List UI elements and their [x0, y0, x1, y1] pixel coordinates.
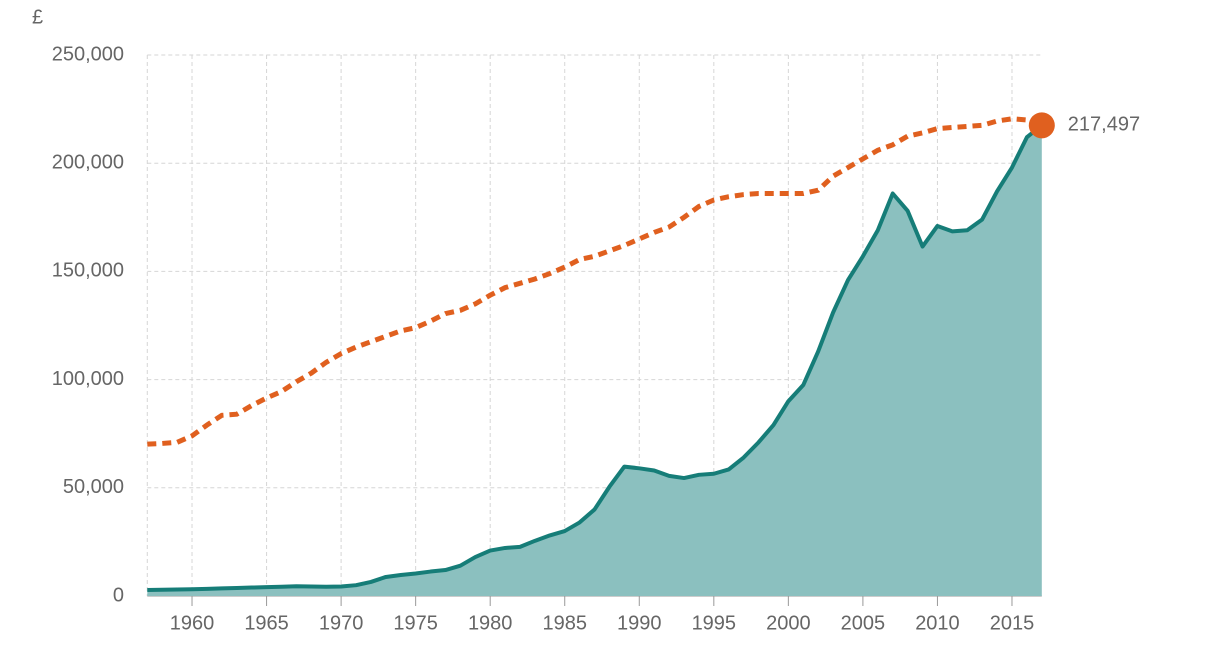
- x-tick-label: 1960: [170, 612, 215, 634]
- y-tick-label: 0: [113, 584, 124, 606]
- area: [147, 125, 1042, 597]
- line: [147, 123, 1044, 592]
- y-tick-label: 50,000: [63, 476, 124, 498]
- y-tick-label: 150,000: [52, 260, 124, 282]
- x-tick-label: 1980: [468, 612, 513, 634]
- end-dot: [1028, 112, 1055, 139]
- x-tick-label: 1985: [542, 612, 587, 634]
- x-tick-label: 1975: [393, 612, 438, 634]
- x-tick-label: 2010: [915, 612, 960, 634]
- y-unit-label: £: [32, 6, 43, 28]
- x-tick-label: 2015: [990, 612, 1035, 634]
- x-tick-label: 1965: [244, 612, 289, 634]
- x-tick-label: 2000: [766, 612, 811, 634]
- x-tick-label: 1995: [692, 612, 737, 634]
- end-label: 217,497: [1068, 114, 1140, 136]
- y-tick-label: 100,000: [52, 368, 124, 390]
- x-tick-label: 1970: [319, 612, 364, 634]
- line: [147, 116, 1043, 447]
- y-tick-label: 250,000: [52, 43, 124, 65]
- x-tick-label: 1990: [617, 612, 662, 634]
- y-tick-label: 200,000: [52, 151, 124, 173]
- x-tick-label: 2005: [841, 612, 886, 634]
